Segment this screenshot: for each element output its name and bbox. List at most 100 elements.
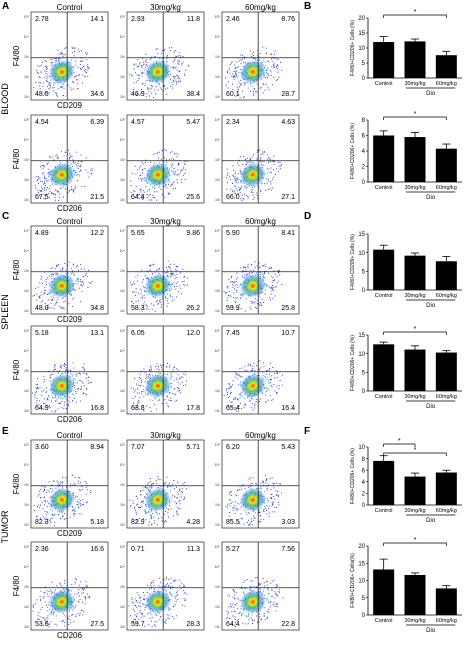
event-dot (186, 284, 188, 286)
event-dot (46, 80, 48, 82)
event-dot (62, 269, 64, 271)
event-dot (82, 60, 84, 62)
event-dot (245, 273, 247, 275)
event-dot (239, 485, 241, 487)
event-dot (46, 397, 48, 399)
y-tick-label: 10¹ (215, 309, 221, 313)
y-tick-label: 10³ (215, 483, 221, 487)
event-dot (182, 268, 184, 270)
event-dot (141, 281, 143, 283)
event-dot (86, 394, 87, 395)
event-dot (45, 189, 47, 191)
event-dot (164, 157, 166, 159)
event-dot (132, 500, 134, 502)
event-dot (36, 390, 37, 392)
event-dot (230, 295, 232, 297)
event-dot (84, 596, 86, 598)
event-dot (235, 73, 236, 74)
event-dot (144, 290, 146, 292)
event-dot (179, 503, 181, 505)
event-dot (61, 52, 63, 54)
event-dot (166, 60, 168, 62)
event-dot (44, 500, 46, 502)
y-tick-label: 5 (362, 61, 366, 67)
event-dot (235, 188, 237, 190)
event-dot (232, 165, 234, 167)
event-dot (133, 621, 134, 623)
event-dot (229, 618, 231, 620)
event-dot (133, 63, 135, 65)
event-dot (160, 158, 162, 160)
event-dot (142, 603, 144, 605)
event-dot (274, 506, 276, 508)
event-dot (149, 481, 151, 483)
event-dot (41, 190, 43, 192)
event-dot (258, 59, 260, 60)
event-dot (72, 474, 74, 476)
event-dot (254, 267, 256, 269)
y-tick-label: 10³ (120, 55, 126, 59)
event-dot (174, 400, 176, 402)
event-dot (80, 68, 81, 69)
event-dot (166, 163, 168, 165)
event-dot (55, 303, 57, 305)
event-dot (260, 154, 262, 155)
event-dot (134, 614, 136, 616)
event-dot (171, 500, 173, 502)
event-dot (173, 173, 175, 175)
event-dot (145, 291, 147, 292)
event-dot (181, 582, 183, 584)
event-dot (140, 379, 142, 381)
event-dot (241, 395, 243, 397)
event-dot (259, 616, 261, 618)
event-dot (239, 159, 240, 161)
event-dot (263, 582, 265, 584)
event-dot (254, 302, 256, 304)
event-dot (151, 303, 153, 305)
event-dot (249, 364, 251, 366)
event-dot (172, 76, 174, 78)
event-dot (79, 287, 80, 289)
event-dot (80, 165, 81, 167)
event-dot (251, 301, 253, 303)
event-dot (180, 376, 182, 378)
event-dot (177, 599, 179, 601)
event-dot (143, 72, 145, 74)
event-dot (270, 498, 272, 499)
event-dot (271, 281, 273, 283)
event-dot (240, 80, 242, 81)
event-dot (266, 487, 268, 489)
event-dot (61, 620, 63, 622)
event-dot (36, 515, 37, 517)
event-dot (62, 95, 64, 97)
event-dot (64, 365, 65, 367)
event-dot (239, 294, 241, 296)
event-dot (133, 618, 135, 620)
event-dot (246, 616, 248, 618)
event-dot (273, 384, 275, 385)
event-dot (46, 68, 48, 70)
event-dot (77, 381, 79, 383)
event-dot (166, 55, 168, 57)
event-dot (86, 276, 88, 278)
event-dot (74, 51, 76, 52)
event-dot (166, 275, 168, 277)
event-dot (179, 383, 181, 385)
event-dot (138, 392, 140, 394)
event-dot (42, 183, 44, 185)
event-dot (184, 164, 186, 166)
event-dot (264, 151, 265, 153)
event-dot (228, 503, 230, 505)
event-dot (270, 287, 272, 289)
event-dot (36, 402, 38, 404)
event-dot (139, 506, 141, 508)
event-dot (70, 622, 72, 624)
event-dot (85, 169, 87, 171)
event-dot (179, 285, 181, 287)
event-dot (76, 79, 78, 81)
event-dot (153, 97, 154, 98)
event-dot (152, 153, 154, 155)
event-dot (148, 374, 150, 375)
quadrant-lower-left: 82.3 (35, 519, 49, 526)
event-dot (251, 614, 253, 616)
